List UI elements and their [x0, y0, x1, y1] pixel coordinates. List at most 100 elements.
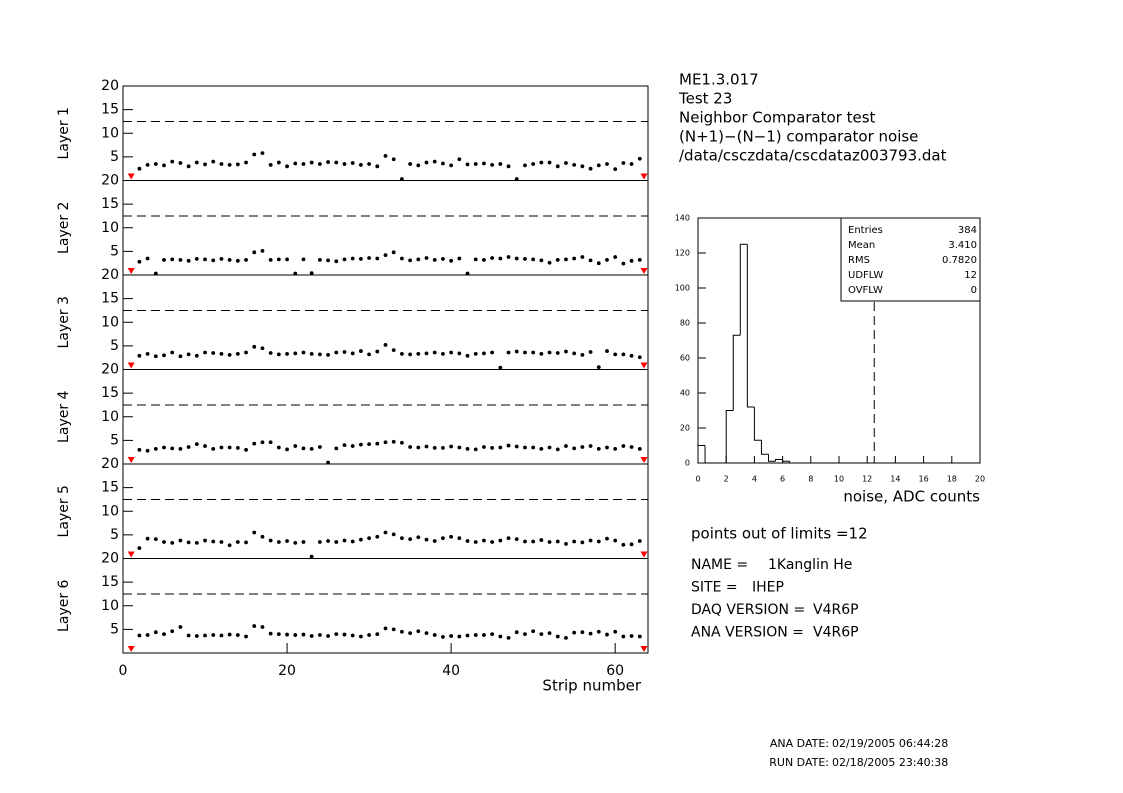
data-point — [260, 625, 265, 629]
data-point — [637, 446, 642, 451]
data-point — [145, 256, 150, 261]
data-point — [621, 542, 626, 547]
data-point — [564, 541, 568, 546]
panel-frame — [122, 369, 649, 465]
data-point — [637, 539, 642, 543]
data-point — [572, 256, 577, 261]
data-point — [342, 162, 347, 166]
data-point — [252, 152, 257, 157]
data-point — [260, 151, 265, 155]
data-point — [449, 444, 454, 449]
data-point — [194, 442, 199, 447]
data-point — [162, 353, 166, 358]
data-point — [285, 352, 289, 356]
data-point — [621, 261, 626, 266]
data-point — [350, 539, 355, 544]
data-point — [424, 256, 429, 260]
data-point — [268, 538, 273, 543]
data-point — [465, 633, 470, 638]
data-point — [424, 160, 429, 165]
hist-bin — [768, 454, 776, 462]
data-point — [416, 445, 421, 450]
data-point — [572, 351, 577, 356]
flagged-point — [127, 646, 135, 652]
header-line: Test 23 — [678, 90, 732, 108]
y-tick-label: 15 — [101, 385, 119, 401]
x-tick-label: 16 — [919, 475, 929, 484]
data-point — [621, 352, 626, 357]
data-point — [383, 253, 388, 258]
data-point — [178, 161, 183, 165]
data-point — [506, 164, 511, 169]
y-tick-label: 15 — [101, 480, 119, 496]
hist-bin — [704, 445, 713, 464]
x-tick-label: 40 — [442, 663, 460, 679]
data-point — [580, 540, 585, 545]
x-axis-label: noise, ADC counts — [843, 488, 980, 506]
data-point — [547, 160, 552, 165]
y-tick-label: 0 — [685, 459, 690, 468]
data-point — [580, 352, 585, 357]
data-point — [457, 634, 462, 639]
field-value: V4R6P — [813, 625, 859, 641]
data-point — [498, 256, 503, 261]
data-point — [293, 161, 298, 166]
data-point — [317, 445, 322, 449]
data-point — [227, 163, 232, 167]
data-point — [301, 540, 306, 544]
data-point — [465, 162, 470, 167]
data-point — [564, 635, 568, 640]
hist-bin — [697, 445, 706, 463]
data-point — [588, 350, 593, 354]
flagged-point — [127, 173, 135, 180]
x-tick-label: 2 — [724, 475, 729, 484]
data-point — [498, 538, 503, 543]
y-tick-label: 10 — [101, 314, 119, 330]
data-point — [211, 351, 216, 355]
data-point — [408, 162, 413, 166]
data-point — [457, 351, 462, 356]
data-point — [203, 633, 207, 638]
data-point — [555, 539, 560, 544]
data-point — [268, 351, 273, 355]
data-point — [367, 633, 371, 637]
y-axis-label: Layer 1 — [56, 107, 72, 159]
data-point — [219, 352, 224, 356]
data-point — [153, 537, 158, 542]
data-point — [482, 445, 486, 449]
data-point — [629, 445, 634, 449]
data-point — [531, 257, 536, 262]
data-point — [490, 632, 495, 636]
hist-bin — [775, 459, 783, 462]
data-point — [400, 256, 404, 261]
data-point — [153, 354, 158, 359]
data-point — [490, 163, 495, 167]
data-point — [605, 257, 609, 262]
data-point — [350, 161, 355, 165]
data-point — [145, 448, 150, 453]
data-point — [219, 633, 224, 638]
data-point — [219, 162, 224, 166]
data-point — [285, 164, 289, 169]
stats-label: OVFLW — [848, 285, 883, 296]
data-point — [375, 349, 380, 354]
data-point — [342, 632, 347, 637]
data-point — [285, 539, 289, 543]
data-point — [391, 439, 396, 444]
data-point — [367, 256, 371, 260]
data-point — [523, 539, 527, 544]
data-point — [613, 538, 618, 543]
y-tick-label: 20 — [101, 456, 119, 472]
data-point — [629, 258, 634, 263]
data-point — [252, 344, 257, 349]
data-point — [252, 441, 257, 446]
data-point — [531, 629, 536, 634]
data-point — [506, 255, 511, 259]
data-point — [555, 351, 560, 355]
y-tick-label: 10 — [101, 409, 119, 425]
data-point — [523, 445, 527, 450]
data-point — [211, 446, 216, 451]
data-point — [498, 634, 503, 639]
data-point — [137, 259, 142, 264]
y-tick-label: 20 — [101, 267, 119, 283]
